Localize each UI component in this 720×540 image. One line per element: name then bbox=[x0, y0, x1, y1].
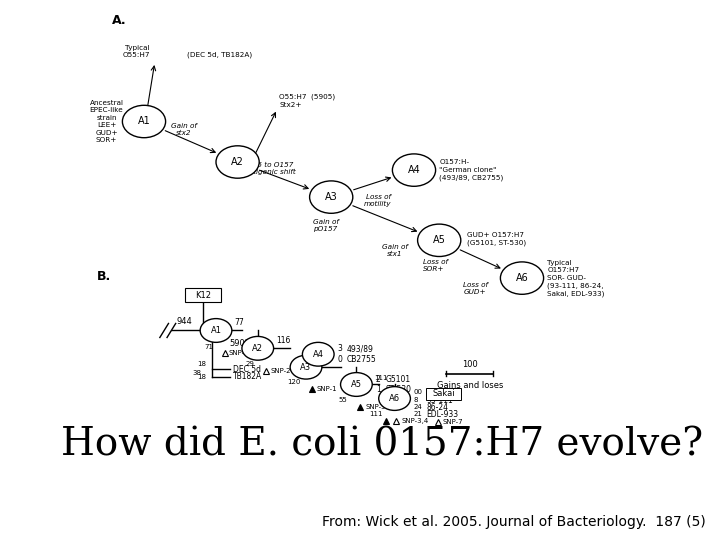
Text: 111: 111 bbox=[374, 375, 388, 381]
Text: 493/89: 493/89 bbox=[347, 345, 374, 353]
Text: A6: A6 bbox=[516, 273, 528, 283]
Text: Loss of
GUD+: Loss of GUD+ bbox=[463, 282, 487, 295]
Text: 120: 120 bbox=[287, 379, 300, 386]
Text: 2: 2 bbox=[376, 375, 381, 383]
Text: O157:H-
"German clone"
(493/89, CB2755): O157:H- "German clone" (493/89, CB2755) bbox=[439, 159, 503, 181]
Circle shape bbox=[200, 319, 232, 342]
Text: SNP-8: SNP-8 bbox=[229, 350, 250, 356]
Circle shape bbox=[216, 146, 259, 178]
Text: A4: A4 bbox=[408, 165, 420, 175]
Text: 71: 71 bbox=[204, 343, 213, 350]
Circle shape bbox=[302, 342, 334, 366]
Text: 38: 38 bbox=[192, 370, 202, 376]
Text: A1: A1 bbox=[210, 326, 222, 335]
FancyBboxPatch shape bbox=[185, 288, 221, 302]
Text: EDL-933: EDL-933 bbox=[426, 410, 459, 418]
Text: How did E. coli 0157:H7 evolve?: How did E. coli 0157:H7 evolve? bbox=[61, 427, 703, 464]
Text: Typical
O55:H7: Typical O55:H7 bbox=[123, 45, 150, 58]
Text: A1: A1 bbox=[138, 117, 150, 126]
Text: Gains and loses: Gains and loses bbox=[436, 381, 503, 390]
Text: 21: 21 bbox=[413, 411, 422, 417]
Text: A5: A5 bbox=[351, 380, 362, 389]
Text: CB2755: CB2755 bbox=[347, 355, 377, 364]
Text: SNP-5: SNP-5 bbox=[365, 404, 385, 410]
Text: Loss of
motility: Loss of motility bbox=[364, 194, 392, 207]
Circle shape bbox=[310, 181, 353, 213]
Text: 116: 116 bbox=[276, 335, 290, 345]
Text: GUD+ O157:H7
(G5101, ST-530): GUD+ O157:H7 (G5101, ST-530) bbox=[467, 232, 526, 246]
Text: Loss of
SOR+: Loss of SOR+ bbox=[423, 259, 449, 272]
Text: 0: 0 bbox=[338, 355, 343, 364]
Text: 100: 100 bbox=[462, 360, 477, 369]
Text: B.: B. bbox=[97, 270, 112, 283]
Text: Typical
O157:H7
SOR- GUD-
(93-111, 86-24,
Sakai, EDL-933): Typical O157:H7 SOR- GUD- (93-111, 86-24… bbox=[547, 260, 605, 296]
Text: 18: 18 bbox=[197, 374, 207, 380]
Text: SNP-3,4: SNP-3,4 bbox=[402, 418, 429, 424]
Text: A2: A2 bbox=[252, 344, 264, 353]
Text: 111: 111 bbox=[369, 410, 382, 417]
Circle shape bbox=[341, 373, 372, 396]
Circle shape bbox=[122, 105, 166, 138]
Text: (DEC 5d, TB182A): (DEC 5d, TB182A) bbox=[187, 52, 252, 58]
Text: 00: 00 bbox=[413, 388, 422, 395]
Text: Gain of
pO157: Gain of pO157 bbox=[312, 219, 338, 232]
Circle shape bbox=[500, 262, 544, 294]
Text: 55: 55 bbox=[338, 397, 347, 403]
Text: 8: 8 bbox=[413, 397, 418, 403]
Text: 86-24: 86-24 bbox=[426, 403, 449, 411]
Text: O55:H7  (5905)
Stx2+: O55:H7 (5905) Stx2+ bbox=[279, 94, 336, 108]
Text: SNP-7: SNP-7 bbox=[443, 419, 464, 426]
Text: DEC 5d: DEC 5d bbox=[233, 365, 261, 374]
Circle shape bbox=[379, 387, 410, 410]
Text: 29: 29 bbox=[323, 349, 332, 355]
Text: 77: 77 bbox=[234, 318, 244, 327]
Text: A3: A3 bbox=[325, 192, 338, 202]
Text: Gain of
stx1: Gain of stx1 bbox=[382, 244, 408, 257]
Text: G5101: G5101 bbox=[385, 375, 410, 383]
Text: 1: 1 bbox=[376, 386, 381, 394]
Text: Sakai: Sakai bbox=[432, 389, 455, 398]
Text: 944: 944 bbox=[176, 317, 192, 326]
Text: O55 to O157
antigenic shift: O55 to O157 antigenic shift bbox=[244, 162, 296, 175]
Text: Gain of
stx2: Gain of stx2 bbox=[171, 123, 197, 136]
Circle shape bbox=[418, 224, 461, 256]
Text: 18: 18 bbox=[197, 361, 207, 367]
Text: 24: 24 bbox=[413, 404, 422, 410]
Circle shape bbox=[392, 154, 436, 186]
Text: K12: K12 bbox=[195, 291, 211, 300]
Text: SNP-2: SNP-2 bbox=[271, 368, 291, 374]
Text: A5: A5 bbox=[433, 235, 446, 245]
Text: A2: A2 bbox=[231, 157, 244, 167]
Circle shape bbox=[242, 336, 274, 360]
Text: 29: 29 bbox=[246, 361, 255, 368]
Text: 5905: 5905 bbox=[229, 339, 250, 348]
Text: ST-530: ST-530 bbox=[385, 386, 411, 394]
Text: 3: 3 bbox=[338, 345, 343, 353]
Text: A4: A4 bbox=[312, 350, 324, 359]
Text: TB182A: TB182A bbox=[233, 373, 262, 381]
FancyBboxPatch shape bbox=[426, 388, 461, 400]
Text: A3: A3 bbox=[300, 363, 312, 372]
Text: SNP-1: SNP-1 bbox=[316, 386, 337, 392]
Text: Ancestral
EPEC-like
strain
LEE+
GUD+
SOR+: Ancestral EPEC-like strain LEE+ GUD+ SOR… bbox=[89, 100, 124, 143]
Circle shape bbox=[290, 355, 322, 379]
Text: A.: A. bbox=[112, 14, 126, 26]
Text: From: Wick et al. 2005. Journal of Bacteriology.  187 (5): From: Wick et al. 2005. Journal of Bacte… bbox=[322, 515, 706, 529]
Text: 93-111: 93-111 bbox=[426, 396, 453, 404]
Text: A6: A6 bbox=[389, 394, 400, 403]
